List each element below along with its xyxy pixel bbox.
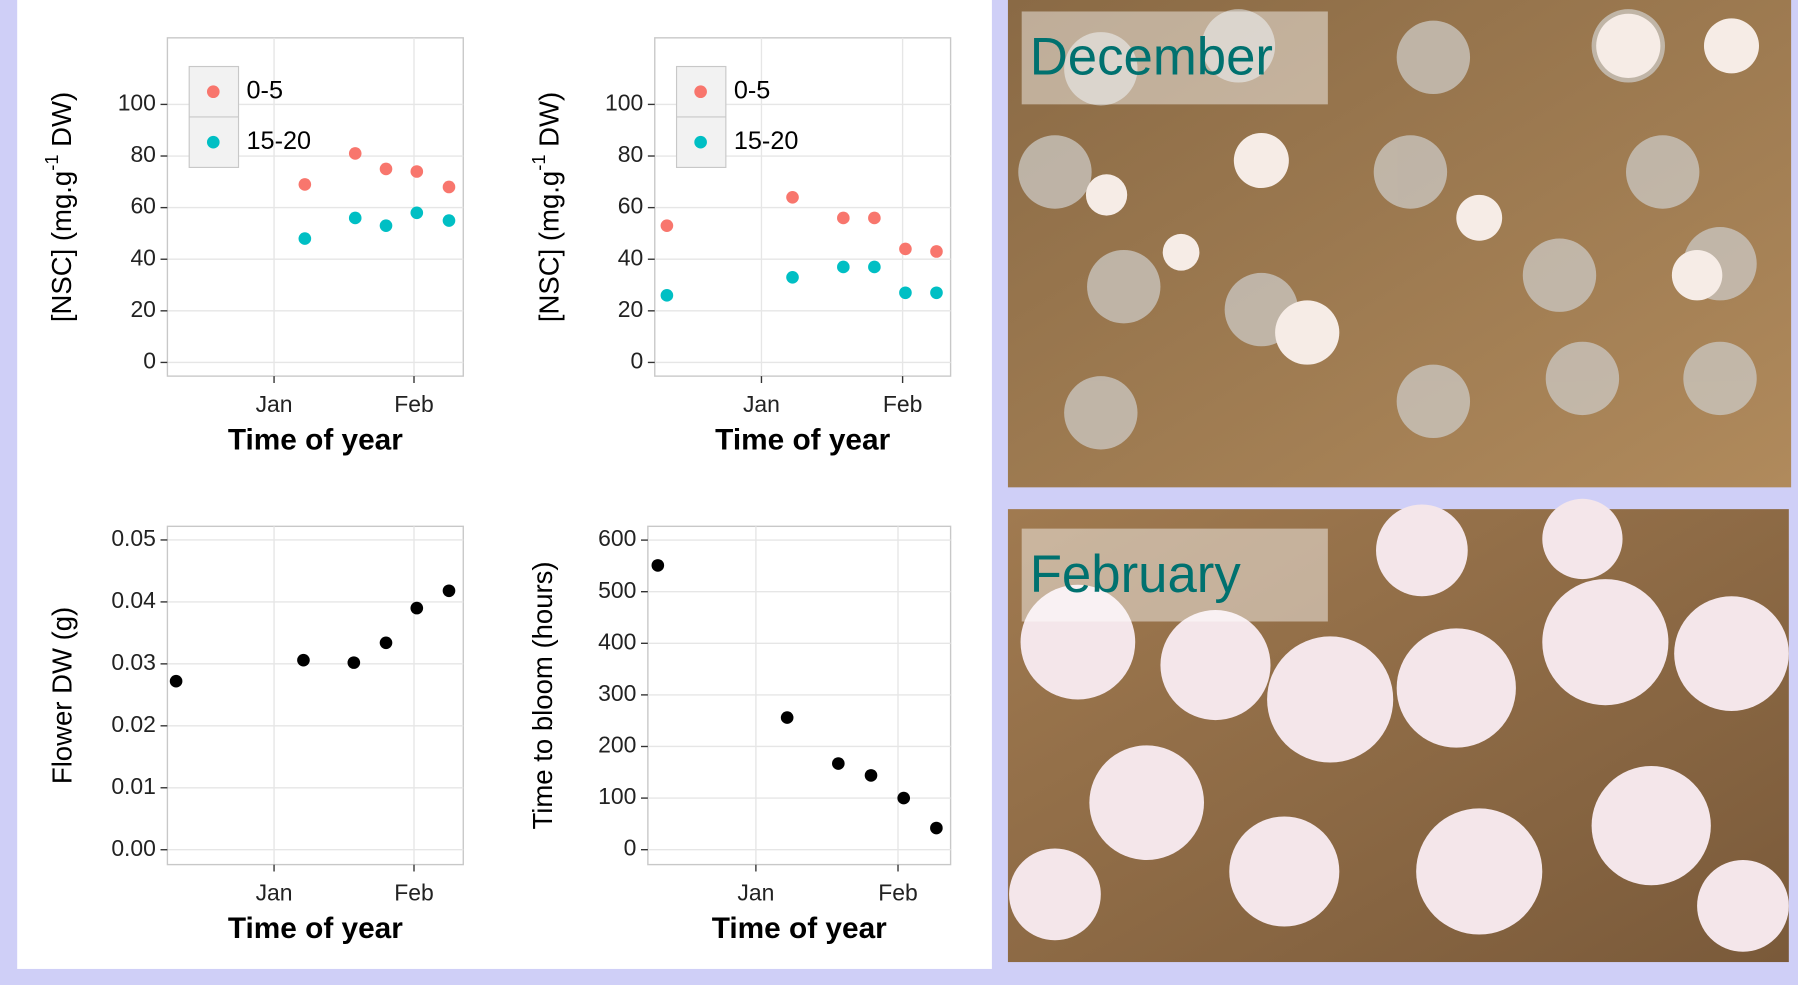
data-point: [661, 219, 674, 232]
y-tick-label: 0.05: [111, 525, 156, 551]
data-point: [930, 822, 943, 835]
data-point: [443, 214, 456, 227]
data-point: [299, 232, 312, 245]
data-point: [837, 212, 850, 225]
figure: December February 0 20 40 60 80 100 Jan Feb Time…: [0, 0, 1798, 985]
photo-label: December: [1030, 28, 1273, 87]
data-point: [380, 163, 393, 176]
data-point: [348, 656, 361, 669]
y-tick-label: 500: [598, 577, 636, 603]
x-tick-label: Feb: [394, 391, 434, 417]
y-tick-label: 600: [598, 525, 636, 551]
y-axis-title: Time to bloom (hours): [527, 561, 558, 829]
data-point: [410, 165, 423, 178]
data-point: [349, 212, 362, 225]
data-point: [349, 147, 362, 160]
data-point: [170, 675, 183, 688]
x-tick-label: Feb: [883, 391, 923, 417]
x-tick-label: Jan: [743, 391, 780, 417]
data-point: [380, 636, 393, 649]
data-point: [930, 245, 943, 258]
y-tick-label: 60: [130, 193, 155, 219]
y-axis-title-part: DW): [46, 92, 77, 155]
y-axis-title: Flower DW (g): [46, 607, 77, 784]
photo-label: February: [1030, 545, 1242, 604]
y-axis-title-part: [NSC] (mg.g: [534, 171, 565, 322]
data-point: [786, 271, 799, 284]
legend-label: 15-20: [247, 127, 312, 155]
x-axis-title: Time of year: [715, 423, 890, 456]
y-tick-label: 80: [130, 141, 155, 167]
x-axis-title: Time of year: [228, 423, 403, 456]
data-point: [930, 286, 943, 299]
data-point: [443, 584, 456, 597]
legend-label: 15-20: [734, 127, 799, 155]
legend-marker: [207, 85, 220, 98]
data-point: [865, 769, 878, 782]
data-point: [781, 711, 794, 724]
data-point: [652, 559, 665, 572]
data-point: [899, 243, 912, 256]
y-tick-label: 0.02: [111, 711, 156, 737]
x-tick-label: Jan: [737, 879, 774, 905]
x-tick-label: Jan: [256, 391, 293, 417]
data-point: [380, 219, 393, 232]
legend-label: 0-5: [734, 76, 770, 104]
x-axis-title: Time of year: [712, 912, 887, 945]
y-tick-label: 0.04: [111, 587, 156, 613]
y-tick-label: 300: [598, 680, 636, 706]
data-point: [299, 178, 312, 191]
data-point: [297, 654, 310, 667]
data-point: [868, 261, 881, 274]
x-tick-label: Feb: [394, 879, 434, 905]
y-axis-title-sup: -1: [41, 154, 62, 170]
x-axis-title: Time of year: [228, 912, 403, 945]
y-tick-label: 400: [598, 628, 636, 654]
y-axis-title-part: [NSC] (mg.g: [46, 171, 77, 322]
y-tick-label: 100: [118, 89, 156, 115]
y-tick-label: 0.00: [111, 835, 156, 861]
y-tick-label: 0: [631, 347, 644, 373]
data-point: [786, 191, 799, 204]
data-point: [410, 206, 423, 219]
y-tick-label: 80: [618, 141, 644, 167]
data-point: [837, 261, 850, 274]
y-axis-title-part: DW): [534, 92, 565, 155]
data-point: [832, 757, 845, 770]
data-point: [661, 289, 674, 302]
y-tick-label: 100: [598, 783, 636, 809]
y-tick-label: 40: [130, 244, 155, 270]
y-tick-label: 0: [624, 835, 637, 861]
page: December February 0 20 40 60 80 100 Jan Feb Time…: [0, 0, 1798, 985]
y-tick-label: 60: [618, 193, 644, 219]
y-tick-label: 20: [130, 296, 155, 322]
y-tick-label: 40: [618, 244, 644, 270]
legend-marker: [694, 136, 707, 149]
y-axis-title-sup: -1: [528, 154, 549, 170]
data-point: [410, 602, 423, 615]
data-point: [868, 212, 881, 225]
data-point: [899, 286, 912, 299]
y-tick-label: 200: [598, 732, 636, 758]
y-tick-label: 0.01: [111, 773, 156, 799]
y-axis-title: [NSC] (mg.g-1 DW): [528, 92, 565, 322]
y-tick-label: 0.03: [111, 649, 156, 675]
y-axis-title: [NSC] (mg.g-1 DW): [41, 92, 78, 322]
y-tick-label: 0: [143, 347, 156, 373]
legend-marker: [207, 136, 220, 149]
legend-marker: [694, 85, 707, 98]
x-tick-label: Feb: [878, 879, 918, 905]
data-point: [443, 181, 456, 194]
data-point: [897, 792, 910, 805]
legend-label: 0-5: [247, 76, 283, 104]
y-tick-label: 100: [605, 89, 643, 115]
x-tick-label: Jan: [256, 879, 293, 905]
y-tick-label: 20: [618, 296, 644, 322]
plot-panel: [167, 526, 463, 864]
